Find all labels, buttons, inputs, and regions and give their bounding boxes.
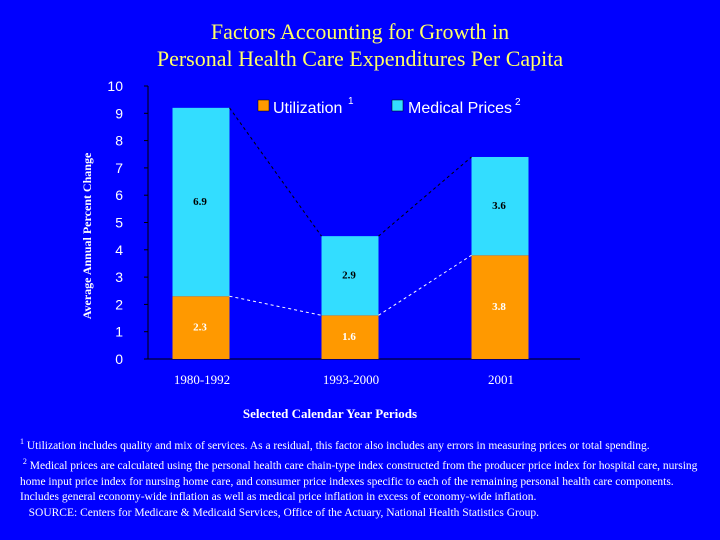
- data-label-medical-prices: 2.9: [342, 270, 356, 282]
- legend-swatch-utilization: [257, 99, 270, 112]
- y-tick-label: 9: [115, 105, 123, 121]
- footnote-1-text: Utilization includes quality and mix of …: [26, 439, 650, 452]
- connector-line-total: [378, 156, 472, 237]
- x-category-label: 1993-2000: [323, 372, 379, 387]
- chart-title-line-2: Personal Health Care Expenditures Per Ca…: [156, 46, 564, 71]
- y-tick-label: 6: [115, 187, 123, 203]
- connector-line-utilization: [229, 295, 322, 316]
- data-label-medical-prices: 6.9: [193, 196, 207, 208]
- chart-title-line-1: Factors Accounting for Growth in: [210, 19, 510, 44]
- y-axis-title: Average Annual Percent Change: [80, 152, 94, 319]
- legend-label-medical-prices: Medical Prices: [408, 100, 512, 117]
- footnotes: 1 Utilization includes quality and mix o…: [20, 434, 710, 521]
- y-tick-label: 3: [115, 269, 123, 285]
- legend-superscript-utilization: 1: [348, 96, 354, 107]
- legend-superscript-medical-prices: 2: [515, 97, 521, 108]
- y-tick-label: 8: [115, 133, 123, 149]
- y-tick-label: 7: [115, 160, 123, 176]
- bar-medical-prices: [471, 156, 529, 256]
- connector-line-total: [229, 107, 322, 237]
- legend-swatch-medical-prices: [391, 99, 404, 112]
- source-text: SOURCE: Centers for Medicare & Medicaid …: [28, 506, 539, 519]
- y-tick-label: 0: [115, 351, 123, 367]
- data-label-utilization: 1.6: [342, 331, 356, 343]
- stacked-bar-chart: 0 1 2 3 4 5 6 7 8 9 10 Average Annual Percent Chang…: [80, 78, 580, 387]
- footnote-2-text: Medical prices are calculated using the …: [20, 460, 698, 504]
- bar-utilization: [471, 255, 529, 359]
- data-label-utilization: 2.3: [193, 322, 207, 334]
- connector-line-utilization: [378, 254, 472, 316]
- x-category-label: 2001: [488, 372, 514, 387]
- y-tick-label: 10: [107, 78, 123, 94]
- x-category-label: 1980-1992: [174, 372, 230, 387]
- bar-medical-prices: [321, 236, 379, 316]
- chart-title: Factors Accounting for Growth in Persona…: [0, 18, 720, 72]
- data-label-utilization: 3.8: [492, 301, 506, 313]
- bar-utilization: [321, 315, 379, 359]
- y-tick-label: 2: [115, 296, 123, 312]
- x-axis-label: Selected Calendar Year Periods: [242, 406, 418, 421]
- y-tick-label: 1: [115, 324, 123, 340]
- legend-label-utilization: Utilization: [273, 100, 342, 117]
- bar-medical-prices: [172, 107, 230, 297]
- footnote-2: 2 Medical prices are calculated using th…: [20, 454, 710, 505]
- source-note: SOURCE: Centers for Medicare & Medicaid …: [20, 506, 710, 522]
- y-tick-label: 5: [115, 215, 123, 231]
- bar-utilization: [172, 296, 230, 359]
- footnote-1-mark: 1: [20, 437, 24, 446]
- y-tick-label: 4: [115, 242, 123, 258]
- footnote-2-mark: 2: [22, 457, 27, 467]
- footnote-1: 1 Utilization includes quality and mix o…: [20, 434, 710, 454]
- data-label-medical-prices: 3.6: [492, 200, 506, 212]
